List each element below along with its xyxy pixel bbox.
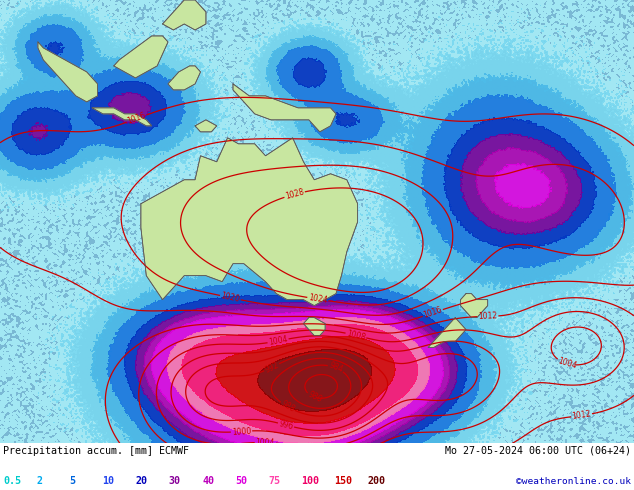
Text: 150: 150 <box>335 476 353 486</box>
Text: ©weatheronline.co.uk: ©weatheronline.co.uk <box>516 477 631 486</box>
Text: 1000: 1000 <box>231 426 252 437</box>
Text: 1020: 1020 <box>220 291 241 304</box>
Polygon shape <box>304 318 325 336</box>
Polygon shape <box>428 318 466 347</box>
Text: 984: 984 <box>327 361 344 375</box>
Text: 100: 100 <box>301 476 320 486</box>
Polygon shape <box>195 120 217 132</box>
Polygon shape <box>38 42 98 102</box>
Polygon shape <box>113 36 168 78</box>
Text: 40: 40 <box>202 476 214 486</box>
Text: 1008: 1008 <box>346 329 366 342</box>
Text: 1028: 1028 <box>284 188 305 201</box>
Polygon shape <box>195 120 217 132</box>
Text: Mo 27-05-2024 06:00 UTC (06+24): Mo 27-05-2024 06:00 UTC (06+24) <box>445 446 631 456</box>
Text: 1016: 1016 <box>422 306 443 320</box>
Polygon shape <box>162 0 206 30</box>
Polygon shape <box>233 84 336 132</box>
Polygon shape <box>113 36 168 78</box>
Text: 988: 988 <box>279 399 296 414</box>
Text: 1004: 1004 <box>256 438 275 447</box>
Text: 1004: 1004 <box>557 357 578 371</box>
Text: 1024: 1024 <box>307 293 328 305</box>
Polygon shape <box>162 0 206 30</box>
Text: 980: 980 <box>306 390 323 404</box>
Text: 200: 200 <box>368 476 385 486</box>
Text: 10: 10 <box>103 476 115 486</box>
Polygon shape <box>92 108 152 126</box>
Polygon shape <box>92 108 152 126</box>
Text: Precipitation accum. [mm] ECMWF: Precipitation accum. [mm] ECMWF <box>3 446 189 456</box>
Polygon shape <box>38 42 98 102</box>
Polygon shape <box>168 66 200 90</box>
Text: 1012: 1012 <box>571 410 592 421</box>
Text: 50: 50 <box>235 476 247 486</box>
Polygon shape <box>304 318 325 336</box>
Text: 30: 30 <box>169 476 181 486</box>
Text: 20: 20 <box>136 476 148 486</box>
Text: 1016: 1016 <box>126 111 147 126</box>
Text: 75: 75 <box>268 476 280 486</box>
Text: 0.5: 0.5 <box>3 476 21 486</box>
Polygon shape <box>460 294 488 318</box>
Polygon shape <box>428 318 466 347</box>
Text: 2: 2 <box>36 476 42 486</box>
Text: 1012: 1012 <box>478 312 498 321</box>
Polygon shape <box>168 66 200 90</box>
Polygon shape <box>141 138 358 306</box>
Polygon shape <box>233 84 336 132</box>
Text: 992: 992 <box>263 360 280 374</box>
Text: 996: 996 <box>278 419 294 431</box>
Text: 5: 5 <box>70 476 75 486</box>
Text: 1004: 1004 <box>268 335 288 347</box>
Polygon shape <box>141 138 358 306</box>
Polygon shape <box>460 294 488 318</box>
